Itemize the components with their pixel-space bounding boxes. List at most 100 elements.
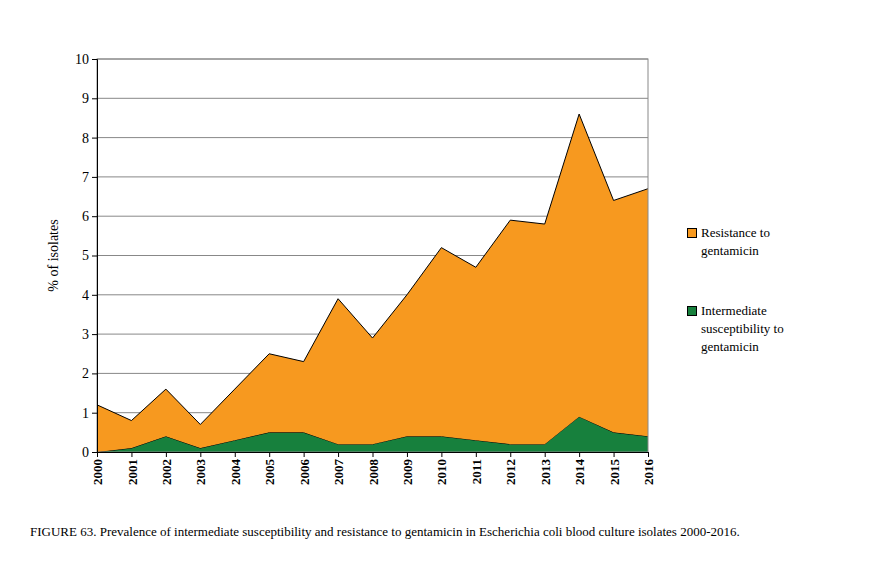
legend-item: Intermediate susceptibility to gentamici… <box>687 302 821 356</box>
tick-label: 2009 <box>400 459 415 486</box>
x-axis: 2000 2001 2002 2003 2004 2005 2006 2007 2008 2009… <box>90 452 656 485</box>
tick-label: 2003 <box>193 459 208 486</box>
grid-line <box>97 98 648 99</box>
grid <box>97 59 648 452</box>
plot-area <box>97 114 648 452</box>
tick: 2016 <box>641 452 656 485</box>
axis-line <box>98 453 649 458</box>
tick-label: 2000 <box>90 459 105 485</box>
tick-label: 1 <box>82 406 89 421</box>
tick-mark <box>338 452 339 457</box>
tick-label: 2001 <box>124 459 139 485</box>
tick: 2003 <box>193 452 208 485</box>
tick-label: 9 <box>82 91 89 106</box>
tick: 1 <box>82 406 97 421</box>
tick-mark <box>476 452 477 457</box>
area <box>97 114 648 452</box>
chart: 0 1 2 3 4 5 6 7 8 9 10 2000 2001 2002 2003 2004 2005 2006… <box>0 0 870 583</box>
tick: 2 <box>82 366 97 381</box>
tick-label: 2007 <box>331 459 346 486</box>
tick: 2010 <box>434 452 449 485</box>
tick-mark <box>269 452 270 457</box>
title: FIGURE 63. Prevalence of intermediate su… <box>30 523 790 540</box>
y-axis: 0 1 2 3 4 5 6 7 8 9 10 <box>75 52 98 460</box>
tick: 6 <box>82 209 97 224</box>
tick-mark <box>92 98 97 99</box>
tick-mark <box>131 452 132 457</box>
tick-mark <box>166 452 167 457</box>
tick: 5 <box>82 248 97 263</box>
grid-line <box>97 137 648 138</box>
tick-mark <box>373 452 374 457</box>
tick-label: 6 <box>82 209 89 224</box>
tick: 2006 <box>297 452 312 485</box>
tick-mark <box>92 138 97 139</box>
legend-label: Intermediate susceptibility to gentamici… <box>701 303 784 354</box>
tick-mark <box>92 59 97 60</box>
tick-label: 2010 <box>434 459 449 485</box>
tick-mark <box>545 452 546 457</box>
tick-mark <box>579 452 580 457</box>
tick-label: 2 <box>82 366 89 381</box>
tick-mark <box>92 256 97 257</box>
tick: 0 <box>82 445 97 460</box>
tick-label: 5 <box>82 248 89 263</box>
tick-label: 2006 <box>297 459 312 486</box>
tick: 2002 <box>159 452 174 485</box>
axis-title: % of isolates <box>46 219 61 291</box>
tick: 2001 <box>124 452 139 485</box>
tick: 2009 <box>400 452 415 485</box>
tick-mark <box>92 216 97 217</box>
legend-item: Resistance to gentamicin <box>687 224 821 260</box>
tick-mark <box>235 452 236 457</box>
tick: 9 <box>82 91 97 106</box>
tick-mark <box>97 452 98 457</box>
tick-mark <box>92 295 97 296</box>
tick: 2011 <box>469 452 484 484</box>
legend-swatch <box>687 228 697 238</box>
tick: 2007 <box>331 452 346 485</box>
tick: 2004 <box>228 452 243 485</box>
tick-label: 8 <box>82 131 89 146</box>
tick-mark <box>92 177 97 178</box>
tick-mark <box>92 334 97 335</box>
tick-mark <box>441 452 442 457</box>
tick: 3 <box>82 327 97 342</box>
area-edge <box>97 114 648 424</box>
tick: 2005 <box>262 452 277 485</box>
tick-label: 2013 <box>538 459 553 486</box>
tick: 2000 <box>90 452 105 485</box>
tick: 2014 <box>572 452 587 485</box>
tick-label: 2005 <box>262 459 277 486</box>
tick-label: 2016 <box>641 459 656 486</box>
tick: 2015 <box>607 452 622 485</box>
tick: 2013 <box>538 452 553 485</box>
plot-frame <box>97 59 648 452</box>
tick-mark <box>92 413 97 414</box>
tick-label: 3 <box>82 327 89 342</box>
tick-label: 2015 <box>607 459 622 486</box>
tick-mark <box>510 452 511 457</box>
tick-label: 2014 <box>572 459 587 486</box>
tick: 4 <box>82 288 97 303</box>
tick: 7 <box>82 170 97 185</box>
tick-mark <box>407 452 408 457</box>
tick: 2008 <box>366 452 381 485</box>
legend-label: Resistance to gentamicin <box>701 225 770 258</box>
tick-label: 4 <box>82 288 89 303</box>
tick-mark <box>92 452 97 453</box>
tick-label: 10 <box>75 52 89 67</box>
tick-label: 2008 <box>366 459 381 486</box>
tick-label: 7 <box>82 170 89 185</box>
tick: 8 <box>82 131 97 146</box>
tick-mark <box>614 452 615 457</box>
tick-label: 2002 <box>159 459 174 485</box>
tick-mark <box>200 452 201 457</box>
tick-mark <box>648 452 649 457</box>
tick-label: 2004 <box>228 459 243 486</box>
tick-label: 0 <box>82 445 89 460</box>
tick-label: 2012 <box>503 459 518 485</box>
tick: 10 <box>75 52 97 67</box>
tick-label: 2011 <box>469 459 484 484</box>
tick: 2012 <box>503 452 518 485</box>
